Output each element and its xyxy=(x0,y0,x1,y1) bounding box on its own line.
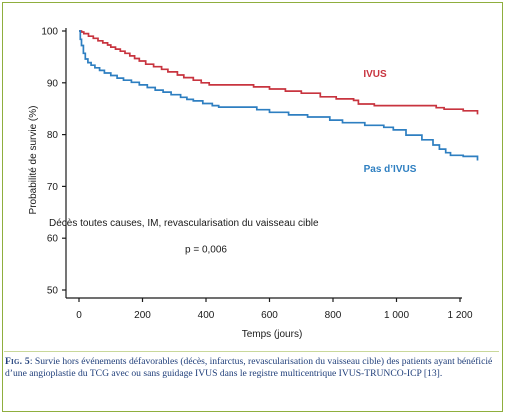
caption-text: : Survie hors événements défavorables (d… xyxy=(5,356,493,379)
caption-label: Fig. 5 xyxy=(5,356,30,367)
y-tick-label: 70 xyxy=(47,182,59,193)
y-tick-label: 100 xyxy=(41,27,58,38)
x-tick-label: 1 000 xyxy=(384,310,409,321)
x-tick-label: 200 xyxy=(134,310,151,321)
x-tick-label: 800 xyxy=(325,310,342,321)
series-line-ivus xyxy=(79,30,479,115)
series-line-no-ivus xyxy=(79,30,479,161)
y-tick-label: 50 xyxy=(47,286,59,297)
chart-curves xyxy=(79,30,479,161)
x-axis-title: Temps (jours) xyxy=(242,329,303,340)
x-tick-label: 400 xyxy=(198,310,215,321)
y-tick-label: 90 xyxy=(47,78,59,89)
annotation-endpoint: Décès toutes causes, IM, revascularisati… xyxy=(49,218,319,229)
caption-separator xyxy=(4,351,499,352)
series-label-no-ivus: Pas d’IVUS xyxy=(364,164,417,175)
y-axis-title: Probabilité de survie (%) xyxy=(28,106,39,215)
x-tick-label: 1 200 xyxy=(447,310,472,321)
series-label-ivus: IVUS xyxy=(363,69,387,80)
annotation-p-value: p = 0,006 xyxy=(185,245,227,256)
y-tick-label: 60 xyxy=(47,234,59,245)
x-tick-label: 0 xyxy=(76,310,82,321)
y-tick-label: 80 xyxy=(47,130,59,141)
x-tick-label: 600 xyxy=(261,310,278,321)
chart-axes xyxy=(62,28,462,302)
figure-caption: Fig. 5: Survie hors événements défavorab… xyxy=(5,356,501,379)
figure-frame xyxy=(2,2,503,412)
